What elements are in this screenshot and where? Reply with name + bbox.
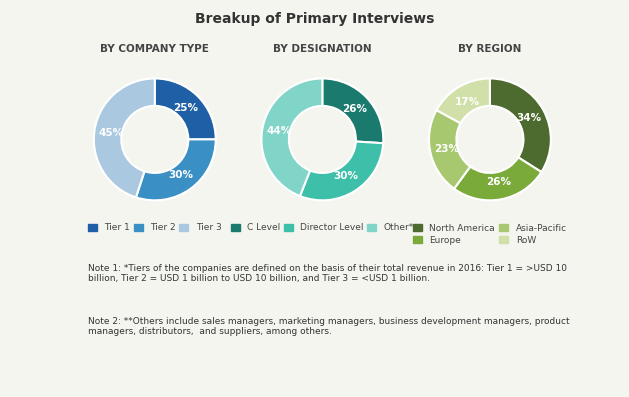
Wedge shape [322, 79, 383, 143]
Wedge shape [94, 79, 155, 197]
Text: 25%: 25% [174, 103, 198, 114]
Title: BY REGION: BY REGION [459, 44, 521, 54]
Text: Note 1: *Tiers of the companies are defined on the basis of their total revenue : Note 1: *Tiers of the companies are defi… [88, 264, 567, 283]
Wedge shape [437, 79, 490, 123]
Title: BY DESIGNATION: BY DESIGNATION [273, 44, 372, 54]
Text: 17%: 17% [455, 96, 480, 107]
Text: 23%: 23% [435, 144, 460, 154]
Title: BY COMPANY TYPE: BY COMPANY TYPE [101, 44, 209, 54]
Legend: C Level, Director Level, Other*: C Level, Director Level, Other* [231, 224, 414, 232]
Wedge shape [429, 110, 470, 189]
Text: 26%: 26% [342, 104, 367, 114]
Text: Breakup of Primary Interviews: Breakup of Primary Interviews [195, 12, 434, 26]
Text: 26%: 26% [486, 177, 511, 187]
Wedge shape [490, 79, 551, 172]
Wedge shape [454, 157, 542, 200]
Legend: North America, Europe, Asia-Pacific, RoW: North America, Europe, Asia-Pacific, RoW [413, 224, 567, 245]
Wedge shape [155, 79, 216, 139]
Legend: Tier 1, Tier 2, Tier 3: Tier 1, Tier 2, Tier 3 [88, 224, 221, 232]
Text: 34%: 34% [516, 113, 541, 123]
Text: Note 2: **Others include sales managers, marketing managers, business developmen: Note 2: **Others include sales managers,… [88, 317, 570, 336]
Wedge shape [300, 141, 383, 200]
Text: 44%: 44% [267, 126, 292, 136]
Text: 45%: 45% [99, 127, 124, 137]
Wedge shape [136, 139, 216, 200]
Text: 30%: 30% [168, 170, 193, 180]
Text: 30%: 30% [333, 172, 359, 181]
Wedge shape [262, 79, 323, 196]
